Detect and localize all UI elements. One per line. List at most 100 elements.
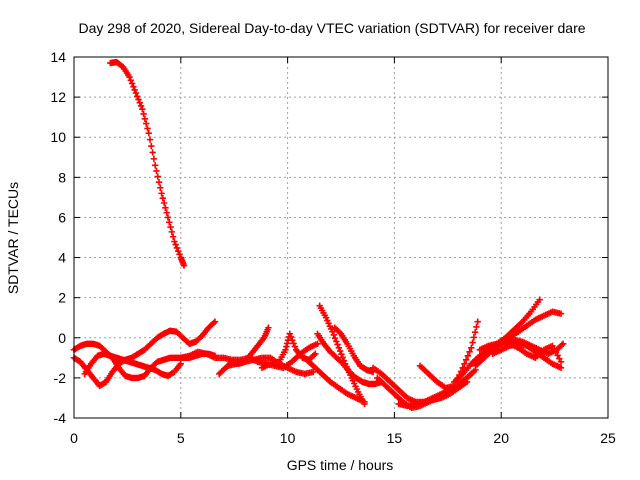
data-point: [471, 328, 479, 336]
plot-frame: [73, 56, 609, 419]
data-point: [556, 355, 563, 362]
data-point: [153, 167, 160, 175]
y-tick-label: 8: [58, 169, 66, 185]
data-point: [155, 178, 163, 186]
data-point: [164, 214, 172, 221]
data-point: [157, 184, 164, 191]
data-point: [265, 324, 272, 331]
data-point: [461, 360, 468, 368]
data-point: [310, 351, 318, 359]
series-arc-20: [489, 340, 565, 372]
data-point: [167, 223, 174, 231]
data-point: [154, 173, 161, 180]
data-point: [550, 345, 558, 353]
data-point: [310, 368, 317, 376]
data-point: [286, 330, 293, 337]
data-point: [127, 77, 135, 84]
data-point: [172, 241, 179, 248]
data-point: [131, 86, 138, 94]
series-arc-21: [498, 338, 565, 366]
data-point: [162, 204, 169, 212]
data-point: [163, 209, 170, 216]
data-point: [146, 136, 154, 143]
data-point: [283, 340, 291, 347]
x-axis-label: GPS time / hours: [287, 457, 394, 473]
data-point: [142, 120, 150, 127]
series-arc-1: [107, 58, 188, 269]
data-point: [474, 318, 481, 325]
data-point: [132, 89, 140, 97]
data-point: [140, 110, 147, 118]
data-point: [336, 347, 344, 355]
data-point: [536, 296, 543, 303]
data-point: [468, 344, 475, 352]
axis-ticks: [73, 56, 609, 419]
y-tick-label: 0: [58, 330, 66, 346]
data-point: [466, 348, 473, 356]
data-point: [464, 352, 472, 360]
data-point: [312, 350, 319, 358]
data-point: [558, 341, 566, 349]
data-point: [171, 238, 178, 245]
data-point: [151, 162, 159, 169]
data-point: [141, 115, 149, 122]
data-point: [283, 343, 290, 350]
data-point: [160, 199, 168, 207]
data-point: [282, 346, 289, 354]
data-point: [335, 344, 343, 352]
data-point: [134, 93, 141, 100]
data-point: [289, 336, 296, 344]
data-point: [334, 341, 341, 348]
data-point: [136, 99, 143, 106]
data-point: [552, 349, 560, 356]
data-point: [557, 364, 565, 372]
data-point: [211, 318, 219, 325]
data-point: [150, 155, 158, 163]
series-arc-2: [70, 318, 219, 390]
data-point: [469, 339, 476, 346]
data-point: [339, 354, 346, 361]
data-point: [175, 247, 182, 255]
x-tick-label: 0: [70, 430, 78, 446]
series-arc-4: [81, 350, 184, 380]
data-point: [166, 219, 173, 226]
y-tick-label: -2: [54, 370, 67, 386]
data-point: [338, 351, 345, 358]
y-tick-label: 4: [58, 250, 66, 266]
data-point: [176, 251, 183, 258]
data-point: [169, 233, 177, 240]
tick-labels: 0 5 10 15 20 25 -4 -2 0 2 4 6 8 10 12 14: [50, 49, 616, 446]
data-point: [291, 343, 299, 350]
data-point: [470, 334, 478, 341]
series-arc-12: [331, 324, 377, 376]
data-point: [126, 73, 133, 81]
data-point: [557, 310, 565, 317]
data-point: [210, 319, 217, 327]
data-point: [287, 333, 295, 341]
data-point: [361, 398, 368, 406]
y-tick-label: 10: [50, 129, 66, 145]
grid-lines: [74, 57, 608, 418]
data-point: [128, 80, 136, 87]
data-point: [173, 244, 181, 252]
y-tick-label: 14: [50, 49, 66, 65]
y-tick-label: 12: [50, 89, 66, 105]
data-point: [331, 334, 339, 342]
data-point: [145, 130, 152, 137]
data-point: [135, 96, 142, 103]
data-point: [139, 105, 146, 113]
x-tick-label: 10: [280, 430, 296, 446]
data-point: [557, 358, 565, 366]
data-point: [158, 190, 165, 197]
data-point: [144, 125, 151, 132]
data-point: [559, 340, 567, 347]
data-point: [180, 262, 188, 269]
data-point: [148, 142, 155, 150]
data-point: [149, 149, 156, 156]
y-tick-label: 2: [58, 290, 66, 306]
data-point: [290, 340, 297, 347]
data-point: [336, 329, 343, 336]
data-point: [549, 342, 556, 349]
data-point: [554, 352, 561, 359]
